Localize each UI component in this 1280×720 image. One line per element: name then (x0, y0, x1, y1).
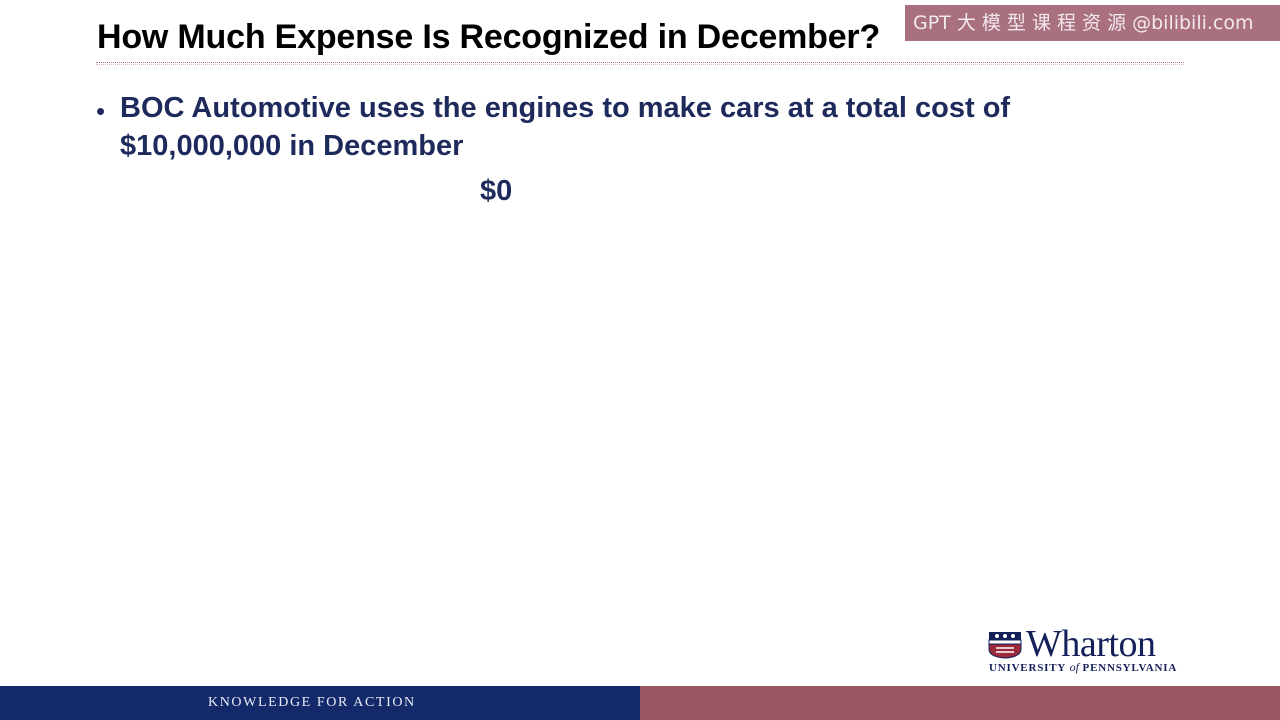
logo-subtitle-of: of (1069, 660, 1079, 674)
footer-band-left: Knowledge for Action (0, 686, 640, 720)
logo-subtitle-pennsylvania: Pennsylvania (1082, 662, 1178, 674)
wharton-logo: Wharton University of Pennsylvania (988, 623, 1193, 675)
bullet-item: BOC Automotive uses the engines to make … (120, 92, 1011, 162)
logo-wordmark: Wharton (1026, 623, 1156, 665)
logo-subtitle: University of Pennsylvania (989, 660, 1177, 675)
title-divider (96, 62, 1184, 63)
logo-subtitle-university: University (989, 662, 1067, 674)
answer-value: $0 (480, 175, 513, 207)
watermark-banner: GPT 大 模 型 课 程 资 源 @bilibili.com (905, 5, 1280, 41)
title-divider-secondary (96, 64, 1184, 65)
bullet-marker: • (96, 96, 106, 126)
penn-shield-icon (988, 632, 1022, 659)
footer-tagline: Knowledge for Action (208, 695, 416, 710)
slide-title: How Much Expense Is Recognized in Decemb… (97, 18, 881, 56)
footer-band-right (640, 686, 1280, 720)
